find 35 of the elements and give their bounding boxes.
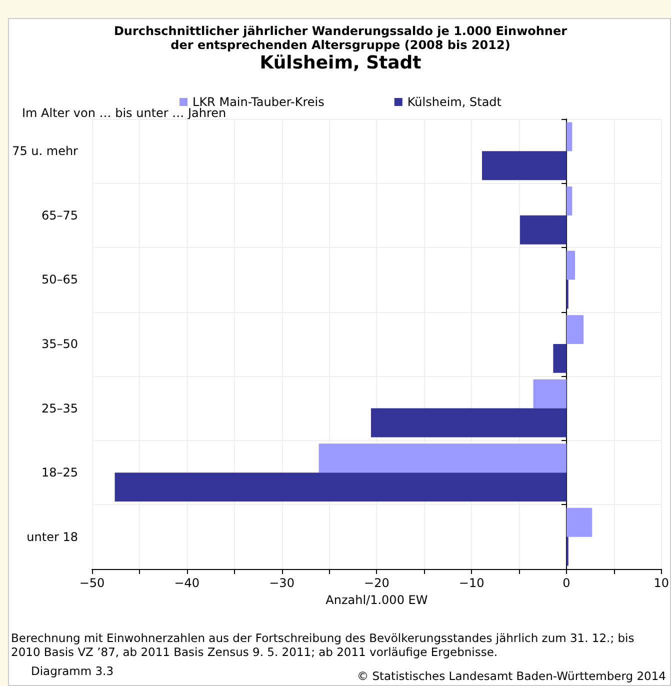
y-tick-label: unter 18: [26, 530, 78, 544]
bar: [370, 408, 566, 438]
bar: [533, 379, 566, 408]
bar: [566, 186, 572, 216]
y-axis-title: Im Alter von … bis unter … Jahren: [22, 106, 226, 120]
legend-label: LKR Main-Tauber-Kreis: [192, 95, 324, 109]
chart-subtitle: Külsheim, Stadt: [260, 52, 422, 74]
text: © Statistisches Landesamt Baden-Württemberg 2014: [357, 669, 666, 683]
y-tick-label: 35–50: [41, 337, 78, 351]
x-tick-label: −40: [174, 576, 200, 590]
y-tick-label: 18–25: [41, 466, 78, 480]
bar: [566, 508, 592, 537]
x-tick-label: 10: [654, 576, 670, 590]
bar: [566, 315, 584, 344]
legend-label: Külsheim, Stadt: [407, 95, 502, 109]
y-tick-label: 75 u. mehr: [12, 144, 78, 158]
y-tick-label: 25–35: [41, 401, 78, 416]
bar: [566, 122, 572, 152]
y-tick-label: 50–65: [41, 272, 78, 287]
x-tick-label: −10: [458, 576, 484, 590]
x-axis-title: Anzahl/1.000 EW: [326, 592, 428, 607]
x-tick-label: −50: [79, 576, 105, 590]
bar: [482, 151, 566, 180]
bar: [114, 472, 566, 502]
chart-title: Durchschnittlicher jährlicher Wanderungssaldo je 1.000 Einwohner der entsprechenden Altersgruppe (2008 bis 2012): [114, 24, 568, 52]
text: Diagramm 3.3: [31, 664, 114, 678]
bar: [520, 215, 566, 244]
bar: [318, 444, 566, 473]
bar: [566, 250, 576, 280]
x-tick-label: −20: [364, 576, 390, 590]
x-tick-label: −30: [269, 576, 294, 590]
x-tick-label: 0: [562, 576, 570, 590]
bar: [553, 344, 566, 373]
text: Berechnung mit Einwohnerzahlen aus der Fortschreibung des Bevölkerungsstandes jährlich zum 31. 12.; bis 2010 Basis VZ ’87, ab 2011 Basis Zensus 9. 5. 2011; ab 2011 vorläufige Ergebnisse.: [11, 631, 636, 659]
y-tick-label: 65–75: [41, 208, 78, 222]
